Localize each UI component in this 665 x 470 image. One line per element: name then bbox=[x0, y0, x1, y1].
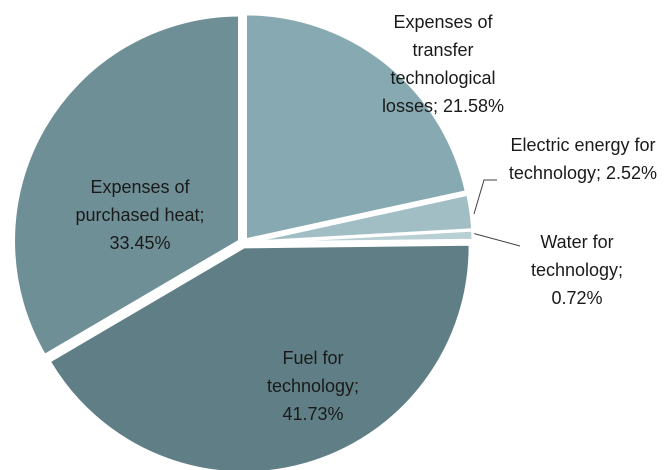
category-label: Water for technology; bbox=[530, 232, 624, 280]
data-label: Expenses of transfer technological losse… bbox=[376, 8, 511, 120]
value-label: 0.72% bbox=[551, 288, 603, 308]
data-label: Electric energy for technology; 2.52% bbox=[503, 131, 663, 187]
value-label: 21.58% bbox=[442, 96, 505, 116]
leader-line bbox=[473, 179, 497, 215]
data-label: Water for technology; 0.72% bbox=[517, 228, 637, 312]
pie-slice bbox=[12, 13, 242, 358]
value-label: 33.45% bbox=[109, 233, 171, 253]
pie-slice bbox=[47, 242, 472, 470]
value-label: 41.73% bbox=[282, 404, 344, 424]
category-label: Fuel for technology; bbox=[266, 348, 360, 396]
value-label: 2.52% bbox=[606, 163, 658, 183]
category-label: Expenses of purchased heat; bbox=[75, 177, 205, 225]
pie-slice bbox=[244, 12, 469, 242]
pie-slice bbox=[246, 228, 475, 245]
data-label: Expenses of purchased heat; 33.45% bbox=[65, 173, 215, 257]
leader-line bbox=[471, 232, 521, 247]
category-label: Electric energy for technology; bbox=[508, 135, 656, 183]
category-label: Expenses of transfer technological losse… bbox=[381, 12, 496, 116]
data-label: Fuel for technology; 41.73% bbox=[248, 344, 378, 428]
